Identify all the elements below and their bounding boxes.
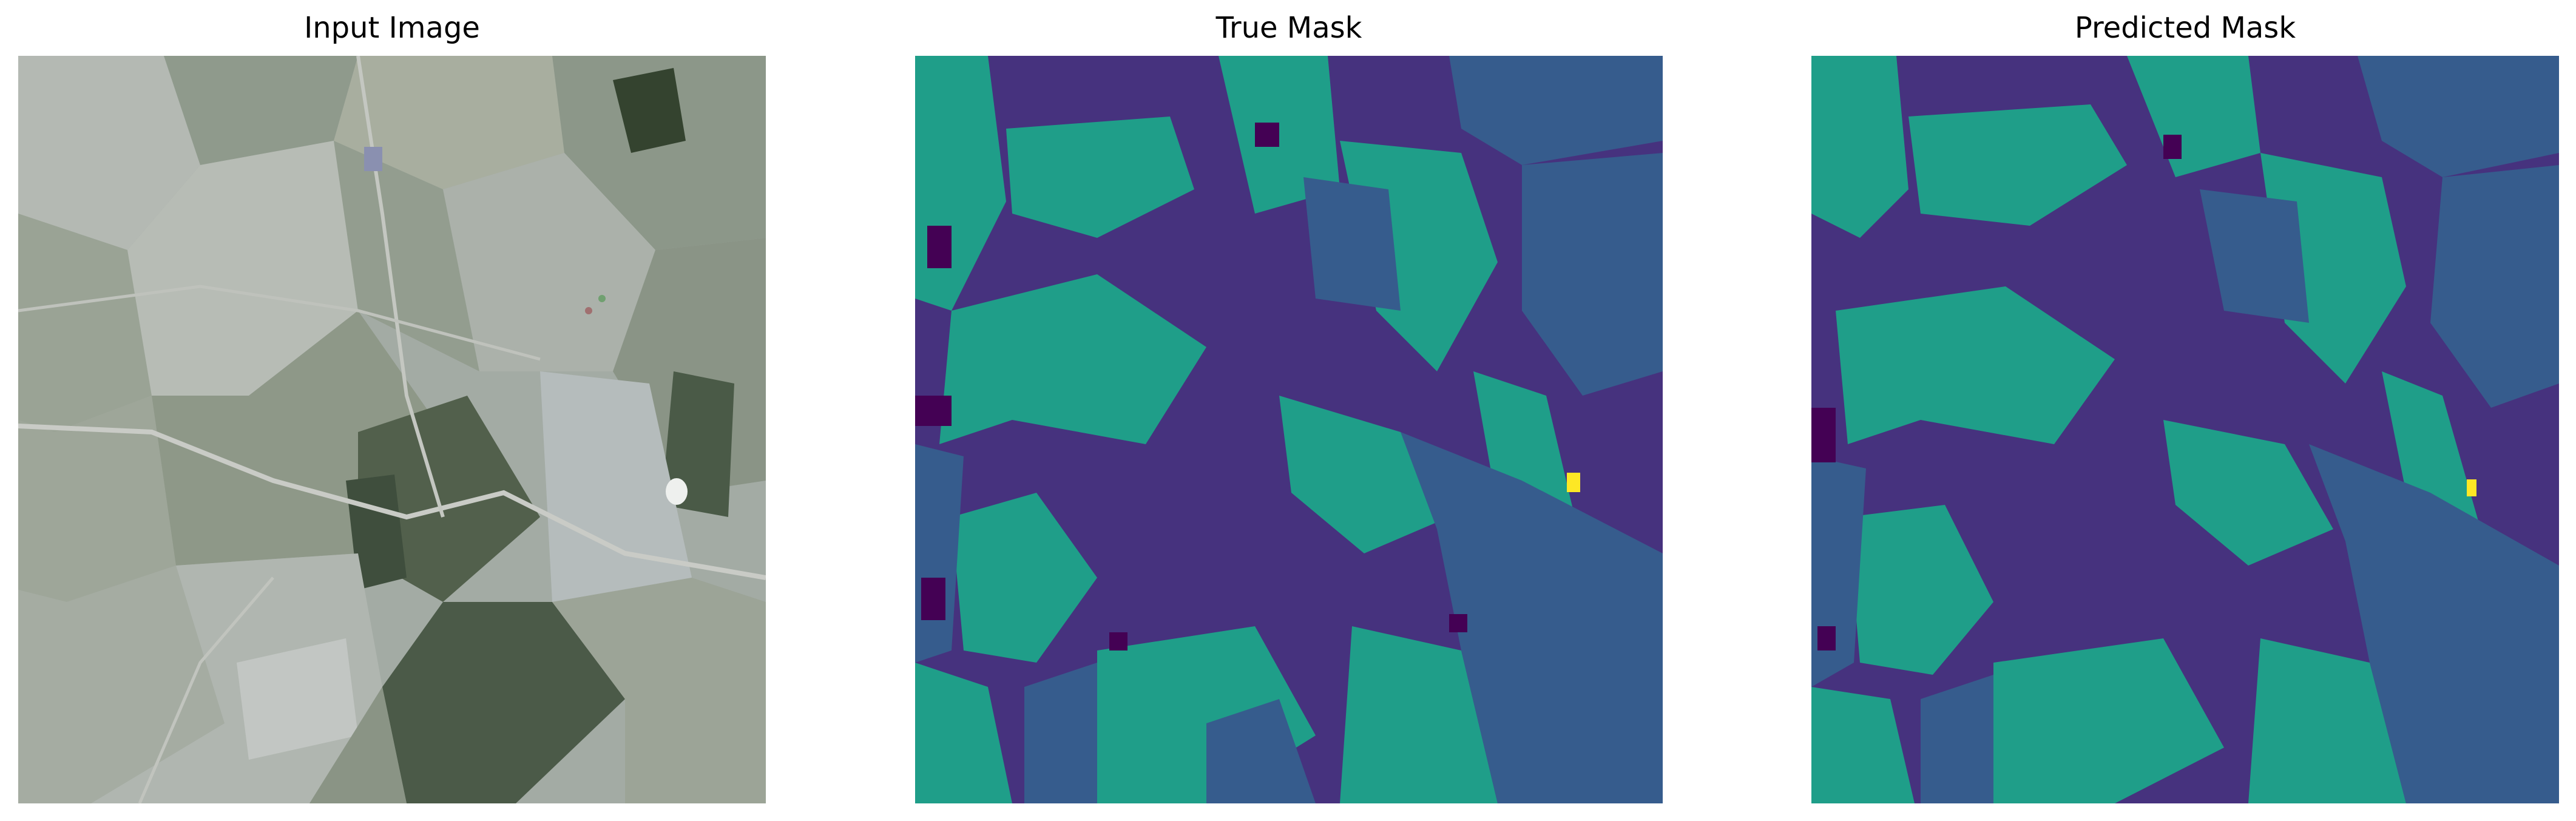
- input-image-canvas: [18, 56, 766, 803]
- true-mask-panel: True Mask: [915, 0, 1663, 821]
- predicted-mask-canvas: [1811, 56, 2559, 803]
- predicted-mask-panel: Predicted Mask: [1811, 0, 2559, 821]
- predicted-mask-title: Predicted Mask: [2074, 11, 2296, 45]
- input-image-panel: Input Image: [18, 0, 766, 821]
- input-image-title: Input Image: [304, 11, 480, 45]
- predicted-mask-image: [1811, 56, 2559, 803]
- input-image: [18, 56, 766, 803]
- true-mask-canvas: [915, 56, 1663, 803]
- true-mask-image: [915, 56, 1663, 803]
- true-mask-title: True Mask: [1215, 11, 1362, 45]
